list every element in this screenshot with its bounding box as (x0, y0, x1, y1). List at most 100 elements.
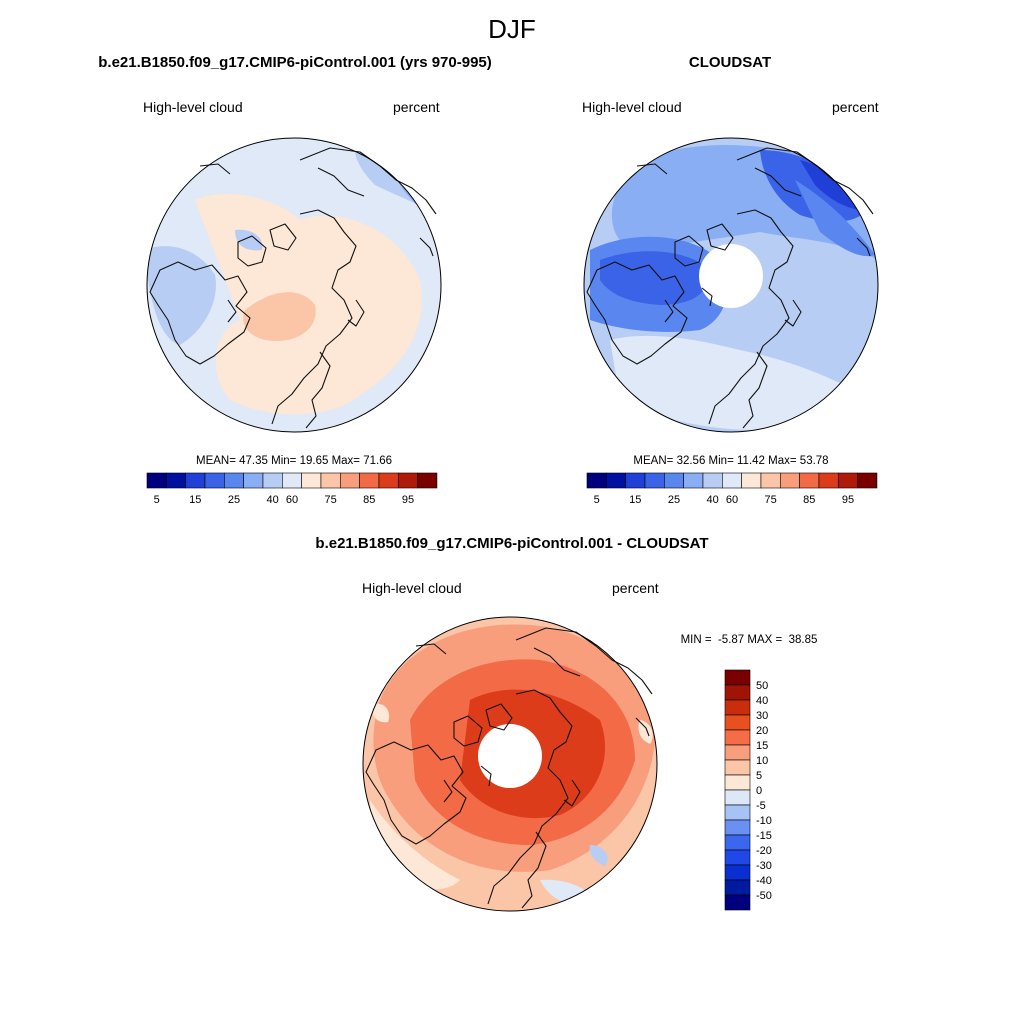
panel1-colorbar-swatch (243, 472, 264, 489)
panel3-colorbar-swatch (724, 669, 751, 686)
panel2-mean-label: MEAN= (633, 455, 673, 467)
panel3-colorbar-swatch (724, 744, 751, 761)
panel1-mean-value: 47.35 (239, 455, 268, 467)
panel1-right-label: percent (393, 99, 440, 115)
panel3-colorbar-swatch (724, 819, 751, 836)
panel1-coastlines (149, 147, 437, 429)
panel1-colorbar-tick-label: 75 (324, 494, 336, 506)
panel1-colorbar-swatch (320, 472, 341, 489)
panel3-colorbar-tick-label: 30 (756, 710, 768, 722)
panel3-colorbar-tick-label: -20 (756, 845, 772, 857)
panel1-colorbar-swatch (359, 472, 380, 489)
panel2-colorbar-swatch (683, 472, 704, 489)
panel1-colorbar-tick-label: 5 (154, 494, 160, 506)
panel3-coastlines (365, 627, 653, 909)
panel3-colorbar-tick-label: -10 (756, 815, 772, 827)
panel2-min-label: Min= (709, 455, 735, 467)
panel3-colorbar-tick-label: -15 (756, 830, 772, 842)
panel3-colorbar-swatch (724, 774, 751, 791)
panel1-left-label: High-level cloud (143, 99, 243, 115)
panel1-colorbar-swatch (166, 472, 186, 489)
panel2-coastlines (586, 147, 874, 429)
panel3-right-label: percent (612, 580, 659, 596)
panel3-colorbar-tick-label: -40 (756, 875, 772, 887)
panel2-colorbar-swatch (799, 472, 820, 489)
panel1-colorbar-tick-label: 95 (402, 494, 414, 506)
panel2-colorbar-tick-label: 25 (668, 494, 680, 506)
panel1-max-value: 71.66 (363, 455, 392, 467)
panel1-colorbar-swatch (397, 472, 418, 489)
panel3-colorbar-tick-label: -5 (756, 800, 766, 812)
panel3-colorbar-tick-label: 10 (756, 755, 768, 767)
panel2-max-value: 53.78 (800, 455, 829, 467)
panel1-colorbar-swatch (301, 472, 322, 489)
panel2-colorbar-tick-label: 95 (842, 494, 854, 506)
panel3-colorbar-tick-label: -50 (756, 890, 772, 902)
panel2-colorbar-tick-label: 85 (803, 494, 815, 506)
page-title: DJF (488, 14, 536, 44)
panel2-colorbar-swatch (586, 472, 607, 489)
panel3-colorbar-swatch (724, 894, 751, 911)
panel2-colorbar-swatch (818, 472, 839, 489)
panel2-colorbar-swatch (741, 472, 762, 489)
panel2-stats: MEAN= 32.56 Min= 11.42 Max= 53.78 (633, 455, 828, 467)
panel1-colorbar-tick-label: 85 (363, 494, 375, 506)
panel2-left-label: High-level cloud (582, 99, 682, 115)
panel3-colorbar-swatch (724, 789, 751, 806)
panel3-polar-gap (478, 724, 542, 788)
panel2-colorbar-tick-label: 5 (594, 494, 600, 506)
panel3-colorbar-swatch (724, 879, 751, 896)
panel3-title: b.e21.B1850.f09_g17.CMIP6-piControl.001 … (315, 535, 709, 552)
panel1-min-label: Min= (271, 455, 297, 467)
panel3-colorbar-tick-label: -30 (756, 860, 772, 872)
panel2-mean-value: 32.56 (677, 455, 706, 467)
panel3-colorbar-swatch (724, 759, 751, 776)
panel2-map (583, 137, 879, 433)
panel2-colorbar-swatch (644, 472, 665, 489)
panel3-colorbar-swatch (724, 804, 751, 821)
panel1-colorbar-tick-label: 60 (286, 494, 298, 506)
panel1-colorbar-swatch (262, 472, 283, 489)
panel3-map-border (362, 616, 658, 912)
panel2-colorbar-swatch (779, 472, 800, 489)
panel3-colorbar-tick-label: 50 (756, 680, 768, 692)
panel1-colorbar-swatch (339, 472, 360, 489)
panel3-colorbar-tick-label: 20 (756, 725, 768, 737)
panel1-colorbar-swatch (146, 472, 167, 489)
panel1-colorbar-swatch (204, 472, 225, 489)
panel1-map-border (146, 137, 442, 433)
panel2-colorbar-swatch (625, 472, 646, 489)
panel3-colorbar-tick-label: 5 (756, 770, 762, 782)
panel1-colorbar-swatch (224, 472, 244, 489)
panel2-colorbar-tick-label: 40 (706, 494, 718, 506)
panel1-colorbar-swatch (417, 472, 438, 489)
panel2-min-value: 11.42 (737, 455, 765, 467)
panel1-map (146, 137, 442, 433)
panel1-colorbar-tick-label: 25 (228, 494, 240, 506)
panel1-contours (147, 138, 441, 432)
panel3-colorbar-swatch (724, 849, 751, 866)
panel1-title: b.e21.B1850.f09_g17.CMIP6-piControl.001 … (98, 54, 492, 71)
panel1-colorbar-swatch (185, 472, 206, 489)
panel1-colorbar-tick-label: 15 (189, 494, 201, 506)
panel2-colorbar-tick-label: 60 (726, 494, 738, 506)
panel2-colorbar-swatch (837, 472, 858, 489)
panel3-colorbar-swatch (724, 684, 751, 701)
panel2-right-label: percent (832, 99, 879, 115)
panel2-colorbar: 5 15 25 40 60 75 85 95 (586, 472, 878, 506)
panel3-stats: MIN = -5.87 MAX = 38.85 (681, 634, 818, 646)
panel2-colorbar-swatch (722, 472, 742, 489)
panel2-colorbar-tick-label: 15 (629, 494, 641, 506)
panel3-left-label: High-level cloud (362, 580, 462, 596)
panel1-max-label: Max= (332, 455, 361, 467)
panel1-colorbar: 5 15 25 40 60 75 85 95 (146, 472, 438, 506)
panel3-colorbar-tick-label: 0 (756, 785, 762, 797)
panel1-colorbar-swatch (282, 472, 302, 489)
panel2-colorbar-tick-label: 75 (764, 494, 776, 506)
panel3-colorbar-swatch (724, 729, 751, 746)
panel2-colorbar-swatch (702, 472, 723, 489)
panel2-colorbar-swatch (857, 472, 878, 489)
